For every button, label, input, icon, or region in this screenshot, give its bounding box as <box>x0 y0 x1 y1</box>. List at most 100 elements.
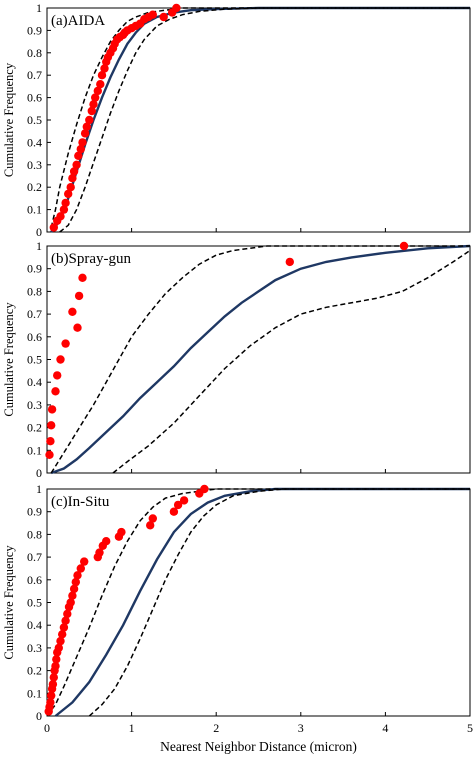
observed-point <box>73 323 82 332</box>
model-cdf-line <box>50 244 471 475</box>
observed-point <box>148 10 157 19</box>
observed-point <box>82 122 92 131</box>
observed-point <box>58 630 67 639</box>
envelope-line-2 <box>59 7 470 233</box>
observed-point <box>102 537 111 546</box>
observed-point <box>117 527 126 537</box>
envelope-line-2 <box>88 488 470 717</box>
observed-point <box>61 339 70 348</box>
envelope-line-1 <box>50 7 470 228</box>
y-tick-label: 0.7 <box>27 307 42 321</box>
observed-point <box>51 661 60 671</box>
y-tick-label: 0.3 <box>27 641 42 655</box>
y-tick-label: 1 <box>36 482 42 496</box>
y-tick-label: 0.7 <box>27 68 42 82</box>
chart-panel-3: 0 0.1 0.2 0.3 0.4 0.5 0.6 0.7 0.8 0.9 1 0 1 2 3 4 5 (c)In… <box>2 482 473 754</box>
observed-point <box>68 591 77 600</box>
envelope-line-1 <box>50 245 470 474</box>
y-tick-label: 0.4 <box>27 375 42 389</box>
observed-point <box>66 598 75 607</box>
observed-point <box>45 450 54 459</box>
observed-point <box>285 257 294 267</box>
y-tick-label: 0.5 <box>27 353 42 367</box>
observed-point <box>63 189 73 199</box>
observed-point <box>69 167 79 176</box>
observed-point <box>46 437 55 446</box>
x-tick-label: 3 <box>298 721 304 735</box>
y-tick-label: 0.6 <box>27 573 42 587</box>
y-tick-label: 0.7 <box>27 550 42 564</box>
panel-label: (a)AIDA <box>51 13 105 29</box>
observed-point <box>47 691 56 700</box>
observed-point <box>69 584 79 594</box>
observed-point <box>91 93 100 102</box>
observed-point <box>56 355 65 364</box>
observed-point <box>49 673 58 682</box>
y-tick-label: 0 <box>36 709 42 723</box>
y-tick-label: 0.1 <box>27 443 42 457</box>
observed-point <box>146 521 155 530</box>
y-tick-label: 0.8 <box>27 284 42 298</box>
observed-point <box>76 564 86 573</box>
observed-point <box>78 138 87 147</box>
plot-frame <box>46 245 471 474</box>
observed-point <box>59 623 69 632</box>
observed-point <box>61 198 70 208</box>
chart-panel-1: 0 0.1 0.2 0.3 0.4 0.5 0.6 0.7 0.8 0.9 1 (a)AIDA Cumu… <box>2 1 471 239</box>
panel-label: (b)Spray-gun <box>51 251 131 267</box>
observed-point <box>200 484 209 494</box>
y-tick-label: 1 <box>36 239 42 253</box>
observed-point <box>47 405 57 414</box>
observed-point <box>173 500 183 510</box>
observed-point <box>71 577 81 587</box>
observed-point <box>80 129 90 138</box>
observed-point <box>76 144 86 154</box>
observed-point <box>51 387 60 396</box>
envelope-line-2 <box>112 249 471 474</box>
observed-point <box>78 273 87 282</box>
observed-point <box>54 643 63 653</box>
y-tick-label: 0.2 <box>27 180 42 194</box>
observed-point <box>48 680 58 689</box>
observed-point <box>87 106 97 116</box>
y-tick-label: 0.9 <box>27 262 42 276</box>
observed-point <box>159 12 168 22</box>
observed-point <box>47 421 56 430</box>
panel-label: (c)In-Situ <box>51 494 110 510</box>
y-tick-label: 0.4 <box>27 135 42 149</box>
y-tick-label: 0.8 <box>27 527 42 541</box>
observed-point <box>179 496 189 505</box>
x-tick-label: 4 <box>382 721 388 735</box>
observed-point <box>68 174 77 183</box>
observed-point <box>49 223 58 232</box>
y-tick-label: 0.1 <box>27 203 42 217</box>
observed-point <box>95 548 104 557</box>
y-tick-label: 0.6 <box>27 91 42 105</box>
y-tick-label: 0.4 <box>27 618 42 632</box>
observed-point <box>74 291 84 301</box>
observed-point <box>80 557 89 566</box>
observed-point <box>53 371 62 380</box>
observed-point <box>74 151 83 160</box>
envelope-line-1 <box>46 488 470 717</box>
y-tick-label: 0.8 <box>27 46 42 60</box>
observed-point <box>89 100 98 109</box>
observed-point <box>172 3 181 13</box>
observed-point <box>56 636 65 646</box>
observed-point <box>52 655 61 664</box>
y-tick-label: 0.6 <box>27 330 42 344</box>
observed-point <box>73 571 82 580</box>
observed-point <box>85 115 94 125</box>
y-tick-label: 0.2 <box>27 421 42 435</box>
observed-point <box>63 609 72 619</box>
y-tick-label: 0.9 <box>27 23 42 37</box>
observed-point <box>93 86 103 96</box>
y-tick-label: 0.3 <box>27 398 42 412</box>
plot-frame <box>46 488 471 717</box>
observed-point <box>46 698 55 707</box>
observed-point <box>56 212 65 221</box>
y-tick-label: 0.1 <box>27 686 42 700</box>
x-tick-label: 2 <box>213 721 219 735</box>
observed-point <box>96 80 105 89</box>
chart-panel-2: 0 0.1 0.2 0.3 0.4 0.5 0.6 0.7 0.8 0.9 1 (b)Spray-gu… <box>2 239 471 480</box>
